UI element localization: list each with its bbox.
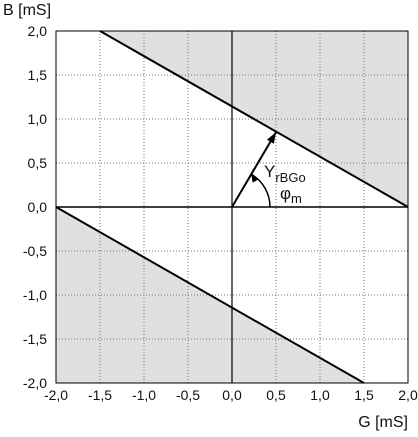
- y-tick-label: -1,0: [23, 287, 47, 303]
- x-axis-title: G [mS]: [358, 414, 408, 431]
- x-tick-label: -2,0: [44, 387, 68, 403]
- y-tick-label: 2,0: [28, 23, 48, 39]
- vector-arrowhead: [266, 132, 276, 144]
- y-tick-label: 0,5: [28, 155, 48, 171]
- angle-arc: [250, 173, 271, 208]
- x-tick-label: 2,0: [398, 387, 418, 403]
- x-tick-label: 1,0: [310, 387, 330, 403]
- x-tick-label: -1,5: [88, 387, 112, 403]
- y-tick-label: 1,0: [28, 111, 48, 127]
- x-tick-label: -1,0: [132, 387, 156, 403]
- boundary-line-2: [55, 206, 365, 384]
- x-tick-label: -0,5: [176, 387, 200, 403]
- x-tick-label: 0,0: [222, 387, 242, 403]
- x-tick-label: 1,5: [354, 387, 374, 403]
- boundary-lines: [55, 30, 409, 384]
- x-tick-label: 0,5: [266, 387, 286, 403]
- y-tick-label: -2,0: [23, 375, 47, 391]
- plot-frame: [55, 30, 409, 384]
- boundary-line-1: [99, 30, 409, 208]
- y-axis-title: B [mS]: [3, 2, 51, 19]
- y-tick-label: 1,5: [28, 67, 48, 83]
- vector-label: YrBGo: [264, 162, 306, 185]
- vector-label-main: Y: [264, 162, 275, 181]
- angle-arc-arrowhead: [251, 174, 258, 183]
- angle-label-subscript: m: [291, 191, 302, 206]
- vector-label-subscript: rBGo: [275, 170, 305, 185]
- y-tick-label: -1,5: [23, 331, 47, 347]
- y-tick-label: 0,0: [28, 199, 48, 215]
- angle-label: φm: [280, 184, 302, 206]
- vector-line: [231, 131, 277, 208]
- y-tick-label: -0,5: [23, 243, 47, 259]
- tick-labels: -2,0 -1,5 -1,0 -0,5 0,0 0,5 1,0 1,5 2,0 2,0 1,5 1,0…: [23, 23, 418, 403]
- angle-label-main: φ: [280, 184, 291, 203]
- vector: [231, 131, 277, 208]
